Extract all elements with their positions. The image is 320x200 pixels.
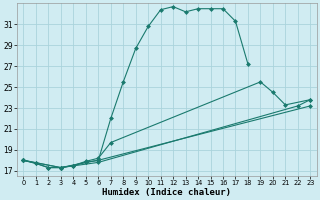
- X-axis label: Humidex (Indice chaleur): Humidex (Indice chaleur): [102, 188, 231, 197]
